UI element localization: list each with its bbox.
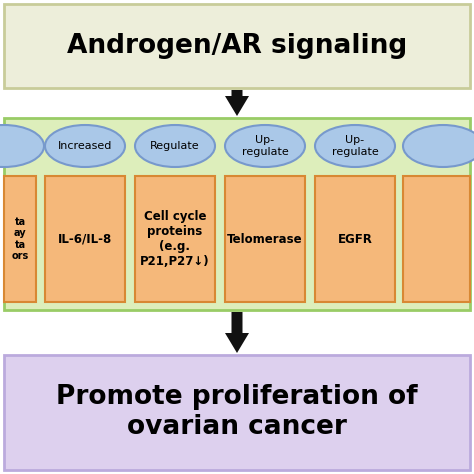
Ellipse shape [0,125,44,167]
Text: EGFR: EGFR [337,233,373,246]
FancyBboxPatch shape [45,176,125,302]
FancyBboxPatch shape [4,355,470,470]
FancyBboxPatch shape [225,176,305,302]
Ellipse shape [315,125,395,167]
Text: Androgen/AR signaling: Androgen/AR signaling [67,33,407,59]
Text: Regulate: Regulate [150,141,200,151]
Text: ta
ay
ta
ors: ta ay ta ors [11,217,28,261]
Text: Up-
regulate: Up- regulate [332,135,378,157]
Ellipse shape [225,125,305,167]
Text: Telomerase: Telomerase [227,233,303,246]
FancyBboxPatch shape [4,118,470,310]
Text: Increased: Increased [58,141,112,151]
FancyBboxPatch shape [135,176,215,302]
FancyBboxPatch shape [4,4,470,88]
Ellipse shape [135,125,215,167]
Text: Cell cycle
proteins
(e.g.
P21,P27↓): Cell cycle proteins (e.g. P21,P27↓) [140,210,210,268]
Polygon shape [225,312,249,353]
Text: Promote proliferation of
ovarian cancer: Promote proliferation of ovarian cancer [56,384,418,440]
Text: IL-6/IL-8: IL-6/IL-8 [58,233,112,246]
Polygon shape [225,90,249,116]
FancyBboxPatch shape [4,176,36,302]
FancyBboxPatch shape [403,176,470,302]
Ellipse shape [45,125,125,167]
FancyBboxPatch shape [315,176,395,302]
Ellipse shape [403,125,474,167]
Text: Up-
regulate: Up- regulate [242,135,288,157]
